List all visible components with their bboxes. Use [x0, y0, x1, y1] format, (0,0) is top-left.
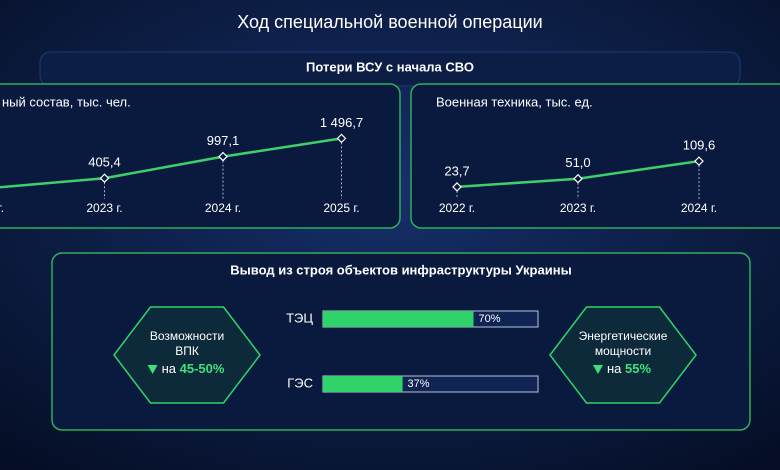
x-tick-label: 2022 г.: [0, 201, 4, 215]
down-triangle: [592, 365, 603, 374]
change-amount: 45-50%: [180, 361, 225, 376]
x-tick-label: 2024 г.: [205, 201, 241, 215]
value-label: 1 496,7: [320, 115, 363, 130]
hexagon-change: на 55%: [607, 361, 652, 376]
x-tick-label: 2024 г.: [681, 201, 717, 215]
point-marker: [99, 173, 110, 184]
point-marker: [452, 182, 462, 192]
category-label: ГЭС: [287, 375, 313, 390]
point-marker: [573, 173, 583, 184]
data-line: [0, 137, 342, 189]
hexagon: [549, 306, 697, 404]
chart-title: ный состав, тыс. чел.: [2, 94, 131, 109]
hexagon: [113, 306, 261, 404]
value-label: 997,1: [207, 133, 240, 148]
hexagon-label: ВПК: [175, 344, 199, 358]
change-word: на: [162, 361, 177, 376]
x-tick-label: 2023 г.: [86, 201, 122, 215]
point-marker: [694, 156, 704, 166]
point-marker: [336, 133, 347, 144]
bar: [323, 376, 403, 392]
value-label: 70%: [479, 313, 501, 325]
bar: [323, 311, 474, 327]
value-label: 109,6: [683, 138, 716, 153]
change-amount: 55%: [625, 361, 651, 376]
hexagon-label: Энергетические: [579, 329, 668, 343]
panel: [410, 83, 780, 229]
panel: [0, 83, 401, 229]
subtitle: Потери ВСУ с начала СВО: [306, 59, 474, 74]
change-word: на: [607, 361, 622, 376]
value-label: 37%: [408, 378, 430, 390]
value-label: 23,7: [444, 163, 469, 178]
down-triangle: [147, 365, 158, 374]
page-title: Ход специальной военной операции: [237, 12, 542, 32]
chart-title: Военная техника, тыс. ед.: [436, 94, 593, 109]
hexagon-label: Возможности: [150, 329, 224, 343]
chart-title: Вывод из строя объектов инфраструктуры У…: [230, 262, 571, 277]
point-marker: [218, 151, 228, 162]
hexagon-label: мощности: [595, 344, 651, 358]
value-label: 405,4: [88, 155, 121, 170]
value-label: 51,0: [565, 155, 590, 170]
x-tick-label: 2025 г.: [323, 201, 359, 215]
category-label: ТЭЦ: [286, 310, 313, 325]
hexagon-change: на 45-50%: [162, 361, 225, 376]
x-tick-label: 2022 г.: [439, 201, 475, 215]
x-tick-label: 2023 г.: [560, 201, 596, 215]
